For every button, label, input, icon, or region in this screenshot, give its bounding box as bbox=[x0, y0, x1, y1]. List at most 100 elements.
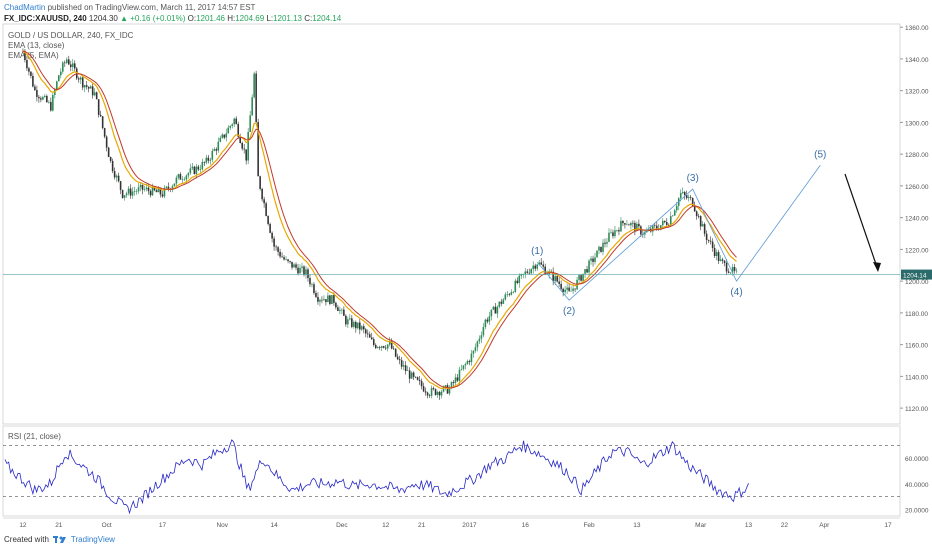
price-candle bbox=[652, 225, 654, 232]
price-candle bbox=[602, 242, 604, 252]
price-candle bbox=[181, 179, 184, 181]
price-candle bbox=[281, 256, 283, 258]
price-candle bbox=[480, 335, 483, 339]
price-candle bbox=[217, 141, 220, 151]
price-candle bbox=[351, 318, 353, 327]
price-candle bbox=[484, 319, 487, 328]
author-link[interactable]: ChadMartin bbox=[4, 3, 46, 12]
price-candle bbox=[394, 348, 397, 357]
price-candle bbox=[456, 377, 459, 381]
price-candle bbox=[75, 68, 78, 79]
price-candle bbox=[420, 381, 423, 387]
price-candle bbox=[333, 295, 335, 303]
price-candle bbox=[596, 250, 598, 258]
price-candle bbox=[542, 264, 544, 267]
price-tick-label: 1300.00 bbox=[905, 120, 929, 127]
price-candle bbox=[161, 194, 164, 197]
price-candle bbox=[436, 391, 439, 395]
price-candle bbox=[707, 240, 710, 241]
price-candle bbox=[699, 216, 702, 227]
price-candle bbox=[305, 269, 307, 275]
tradingview-brand[interactable]: TradingView bbox=[70, 535, 115, 544]
price-candle bbox=[353, 321, 355, 327]
price-candle bbox=[231, 124, 234, 126]
price-candle bbox=[366, 333, 369, 335]
price-candle bbox=[119, 181, 122, 190]
high-label: H: bbox=[227, 14, 236, 23]
time-axis-label: 2017 bbox=[462, 522, 477, 529]
price-candle bbox=[239, 136, 242, 144]
price-candle bbox=[450, 382, 453, 389]
price-candle bbox=[729, 272, 732, 274]
price-candle bbox=[195, 166, 198, 174]
price-candle bbox=[660, 225, 662, 230]
price-candle bbox=[361, 326, 363, 330]
price-candle bbox=[703, 224, 706, 234]
price-candle bbox=[544, 266, 546, 275]
price-candle bbox=[67, 59, 70, 65]
price-candle bbox=[147, 187, 150, 192]
price-candle bbox=[293, 264, 295, 268]
price-candle bbox=[663, 220, 666, 223]
rsi-line bbox=[4, 439, 749, 515]
projection-arrow bbox=[844, 173, 879, 271]
price-candle bbox=[91, 86, 94, 96]
price-candle bbox=[640, 226, 642, 235]
price-candle bbox=[400, 360, 403, 367]
price-candle bbox=[253, 73, 255, 98]
price-candle bbox=[380, 346, 383, 348]
price-candle bbox=[175, 177, 178, 184]
price-candle bbox=[624, 223, 626, 225]
price-candle bbox=[289, 261, 291, 262]
price-candle bbox=[275, 246, 277, 248]
price-candle bbox=[137, 187, 140, 192]
price-candle bbox=[478, 338, 481, 342]
time-axis-label: 21 bbox=[55, 522, 63, 529]
price-candle bbox=[77, 78, 80, 80]
price-candle bbox=[390, 341, 393, 349]
price-candle bbox=[263, 199, 265, 204]
price-candle bbox=[556, 276, 558, 282]
price-candle bbox=[711, 241, 714, 249]
price-candle bbox=[362, 326, 365, 330]
price-candle bbox=[392, 348, 395, 350]
time-axis-label: 12 bbox=[19, 522, 27, 529]
price-candle bbox=[572, 288, 574, 291]
price-tick-label: 1160.00 bbox=[905, 343, 928, 350]
price-candle bbox=[622, 220, 624, 224]
rsi-legend: RSI (21, close) bbox=[8, 432, 61, 441]
price-candle bbox=[241, 143, 243, 149]
price-candle bbox=[307, 269, 309, 278]
price-candle bbox=[325, 299, 327, 303]
price-candle bbox=[323, 299, 325, 301]
price-tick-label: 1180.00 bbox=[905, 311, 928, 318]
price-candle bbox=[185, 175, 188, 180]
price-candle bbox=[321, 299, 323, 301]
ema5-line bbox=[22, 50, 737, 389]
price-candle bbox=[79, 77, 82, 80]
price-candle bbox=[28, 68, 30, 72]
price-candle bbox=[669, 216, 672, 226]
current-price-tag bbox=[901, 269, 932, 280]
price-candle bbox=[552, 271, 554, 282]
price-candle bbox=[357, 322, 359, 329]
price-candle bbox=[207, 157, 210, 161]
price-candle bbox=[691, 197, 694, 206]
price-candle bbox=[283, 257, 285, 260]
price-candle bbox=[510, 292, 513, 295]
price-candle bbox=[40, 98, 42, 100]
price-candle bbox=[540, 262, 542, 265]
wave-label: (5) bbox=[814, 149, 826, 160]
price-candle bbox=[636, 223, 638, 231]
price-candle bbox=[303, 266, 305, 275]
rsi-pane-border bbox=[2, 425, 901, 517]
price-tick-label: 1200.00 bbox=[905, 279, 929, 286]
price-candle bbox=[193, 166, 196, 174]
price-candle bbox=[287, 259, 289, 262]
price-candle bbox=[502, 299, 505, 304]
price-candle bbox=[327, 295, 329, 303]
price-candle bbox=[135, 191, 138, 192]
price-candle bbox=[528, 272, 531, 274]
price-candle bbox=[693, 205, 696, 212]
price-candle bbox=[261, 188, 263, 200]
